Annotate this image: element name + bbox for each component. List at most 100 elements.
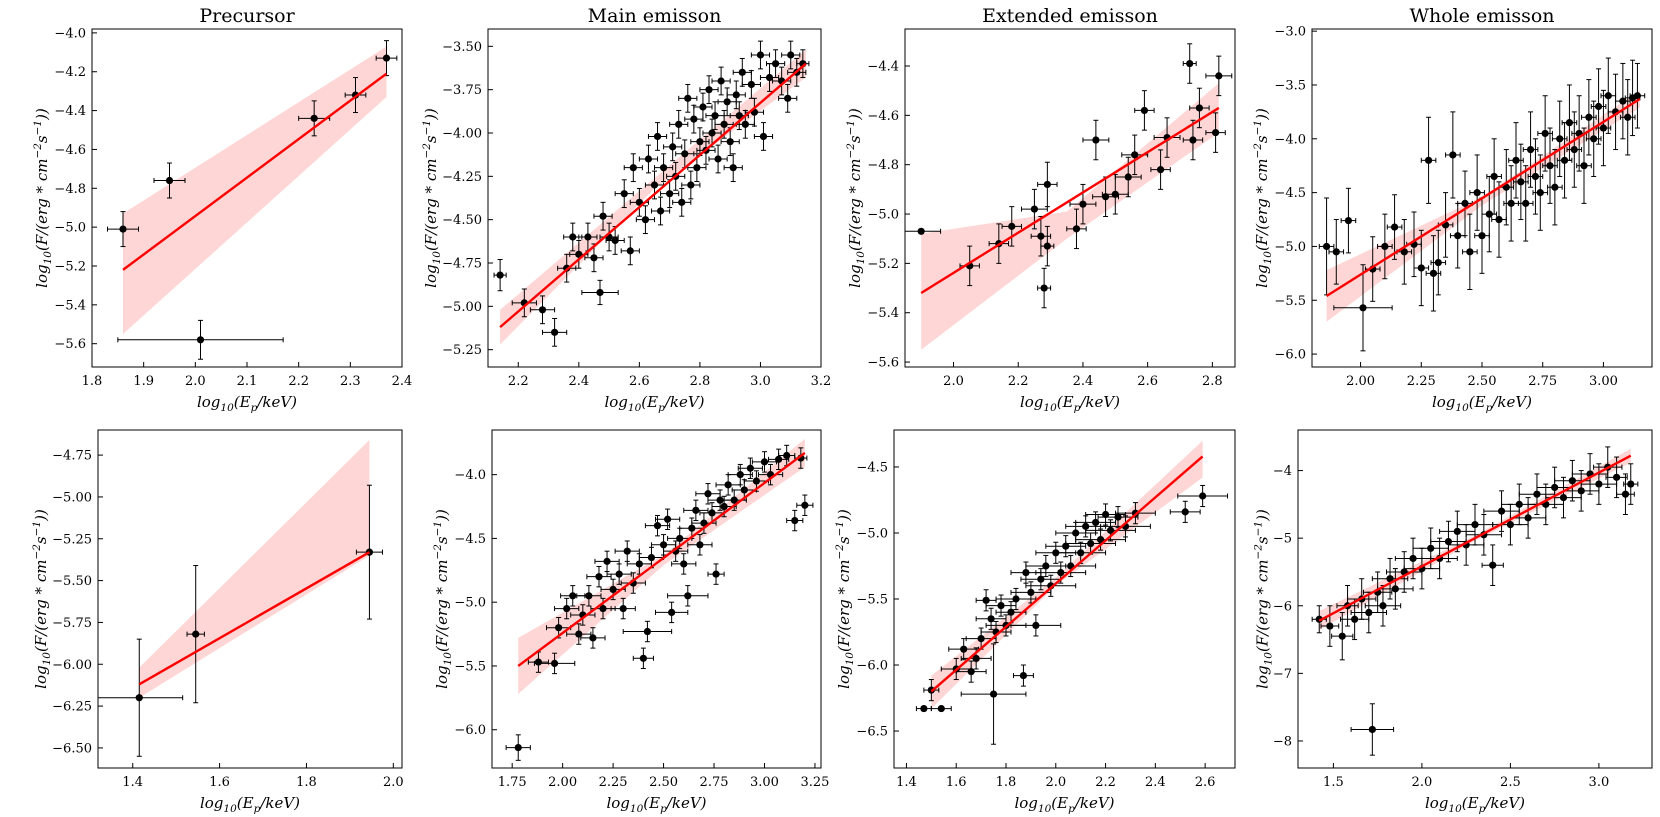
y-tick-label: −5.75 [52,616,92,631]
data-marker [1585,113,1593,121]
x-tick-label: 1.8 [82,374,103,389]
data-marker [696,138,704,146]
data-marker [688,524,696,532]
data-marker [1619,97,1627,105]
data-marker [1338,632,1346,640]
data-point [1320,605,1340,647]
data-marker [1379,602,1387,610]
data-point [1503,165,1519,242]
data-marker [723,98,731,106]
data-marker [1057,568,1065,577]
data-point [683,499,709,522]
data-point [578,222,598,252]
data-marker [1040,284,1048,292]
x-tick-label: 1.5 [1323,775,1344,790]
data-marker [1391,585,1399,593]
x-axis-label: log10(Ep/keV) [1014,794,1114,815]
data-marker [765,73,774,82]
data-marker [1627,480,1635,488]
data-marker [165,176,174,185]
y-axis-label: log10(F/(erg * cm−2s−1)) [432,509,454,689]
data-marker [1077,549,1085,557]
data-marker [584,233,592,241]
data-marker [690,115,698,123]
data-marker [644,155,653,163]
data-marker [1087,539,1095,548]
data-marker [1111,190,1119,198]
data-marker [708,509,716,517]
fit-line [1318,454,1632,622]
y-tick-label: −4.6 [54,143,86,158]
data-marker [1449,151,1457,159]
y-tick-label: −4.0 [1274,132,1306,147]
y-tick-label: −5.00 [442,300,482,315]
y-tick-label: −4.2 [54,65,86,80]
data-marker [1322,242,1331,251]
data-marker [1368,725,1376,734]
y-tick-label: −5 [1273,532,1292,547]
data-point [1055,541,1107,564]
data-point [1412,527,1449,570]
data-point [581,279,619,306]
data-point [1576,127,1592,204]
confidence-band [1326,90,1640,322]
plot-area [1318,57,1646,352]
data-point [632,647,654,670]
data-point [1615,62,1631,140]
data-point [1331,612,1354,661]
data-marker [620,190,628,198]
data-marker [676,534,684,543]
plot-area [905,43,1233,350]
data-marker [1524,514,1532,522]
y-tick-label: −5.4 [54,298,86,313]
data-point [672,187,692,217]
data-point [620,236,640,266]
x-tick-label: 2.50 [649,775,678,790]
data-marker [1019,671,1028,680]
data-point [915,704,932,713]
data-marker [1570,145,1578,154]
data-point [576,585,602,607]
data-marker [1565,119,1574,127]
data-marker [1400,248,1408,256]
data-marker [1032,621,1040,630]
data-marker [135,694,143,702]
data-marker [653,522,662,530]
x-tick-label: 3.00 [750,775,779,790]
data-marker [514,743,522,752]
data-marker [756,51,765,59]
data-marker [704,490,712,498]
fit-line [122,72,388,271]
y-tick-label: −5.25 [442,343,482,358]
y-tick-label: −5.4 [867,306,899,321]
x-tick-label: 2.4 [568,374,589,389]
data-marker [1043,180,1051,189]
confidence-band [921,83,1219,350]
y-tick-label: −4.75 [442,257,482,272]
x-tick-label: 2.75 [700,775,729,790]
data-point [529,295,556,325]
data-point [650,534,677,556]
data-point [1486,138,1502,215]
data-point [796,494,814,516]
data-marker [699,103,707,111]
data-marker [550,659,559,668]
confidence-band [518,438,805,695]
x-tick-label: 2.50 [1468,374,1497,389]
data-point [1339,598,1370,641]
data-marker [759,132,768,141]
x-tick-label: 1.8 [996,775,1017,790]
data-marker [783,451,791,460]
data-marker [692,506,700,514]
data-marker [977,635,985,643]
x-tick-label: 2.2 [1008,374,1029,389]
data-marker [1409,554,1417,563]
data-marker [687,181,695,189]
x-tick-label: 2.2 [288,374,309,389]
data-point [569,239,589,269]
data-marker [1560,156,1569,164]
data-marker [639,654,647,662]
y-tick-label: −4.5 [454,532,486,547]
data-marker [1444,537,1453,546]
x-tick-label: 1.9 [133,374,154,389]
